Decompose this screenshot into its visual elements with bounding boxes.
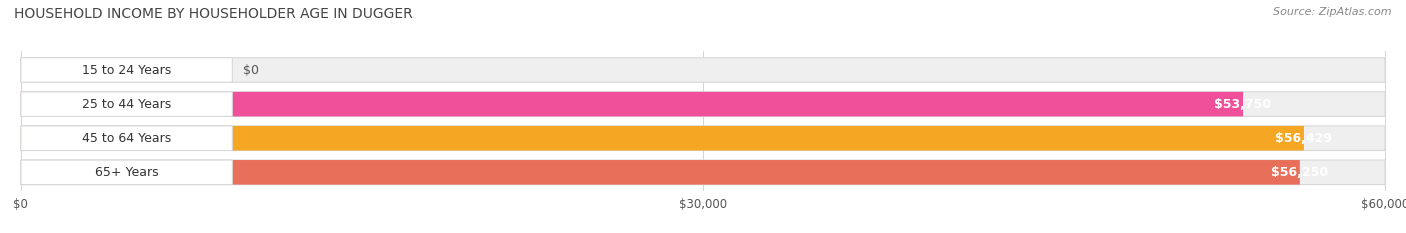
FancyBboxPatch shape bbox=[21, 160, 1385, 185]
Text: 65+ Years: 65+ Years bbox=[94, 166, 159, 179]
FancyBboxPatch shape bbox=[21, 160, 232, 185]
Text: HOUSEHOLD INCOME BY HOUSEHOLDER AGE IN DUGGER: HOUSEHOLD INCOME BY HOUSEHOLDER AGE IN D… bbox=[14, 7, 413, 21]
Text: Source: ZipAtlas.com: Source: ZipAtlas.com bbox=[1274, 7, 1392, 17]
FancyBboxPatch shape bbox=[21, 160, 1301, 185]
FancyBboxPatch shape bbox=[21, 126, 232, 151]
Text: $56,250: $56,250 bbox=[1271, 166, 1329, 179]
FancyBboxPatch shape bbox=[21, 58, 1385, 82]
Text: $56,429: $56,429 bbox=[1275, 132, 1333, 145]
FancyBboxPatch shape bbox=[21, 126, 1303, 151]
Text: 15 to 24 Years: 15 to 24 Years bbox=[82, 64, 172, 76]
FancyBboxPatch shape bbox=[21, 58, 232, 82]
FancyBboxPatch shape bbox=[21, 126, 1385, 151]
Text: $53,750: $53,750 bbox=[1215, 98, 1271, 111]
FancyBboxPatch shape bbox=[21, 92, 1243, 116]
FancyBboxPatch shape bbox=[21, 92, 232, 116]
FancyBboxPatch shape bbox=[21, 92, 1385, 116]
Text: $0: $0 bbox=[243, 64, 259, 76]
Text: 45 to 64 Years: 45 to 64 Years bbox=[82, 132, 172, 145]
Text: 25 to 44 Years: 25 to 44 Years bbox=[82, 98, 172, 111]
